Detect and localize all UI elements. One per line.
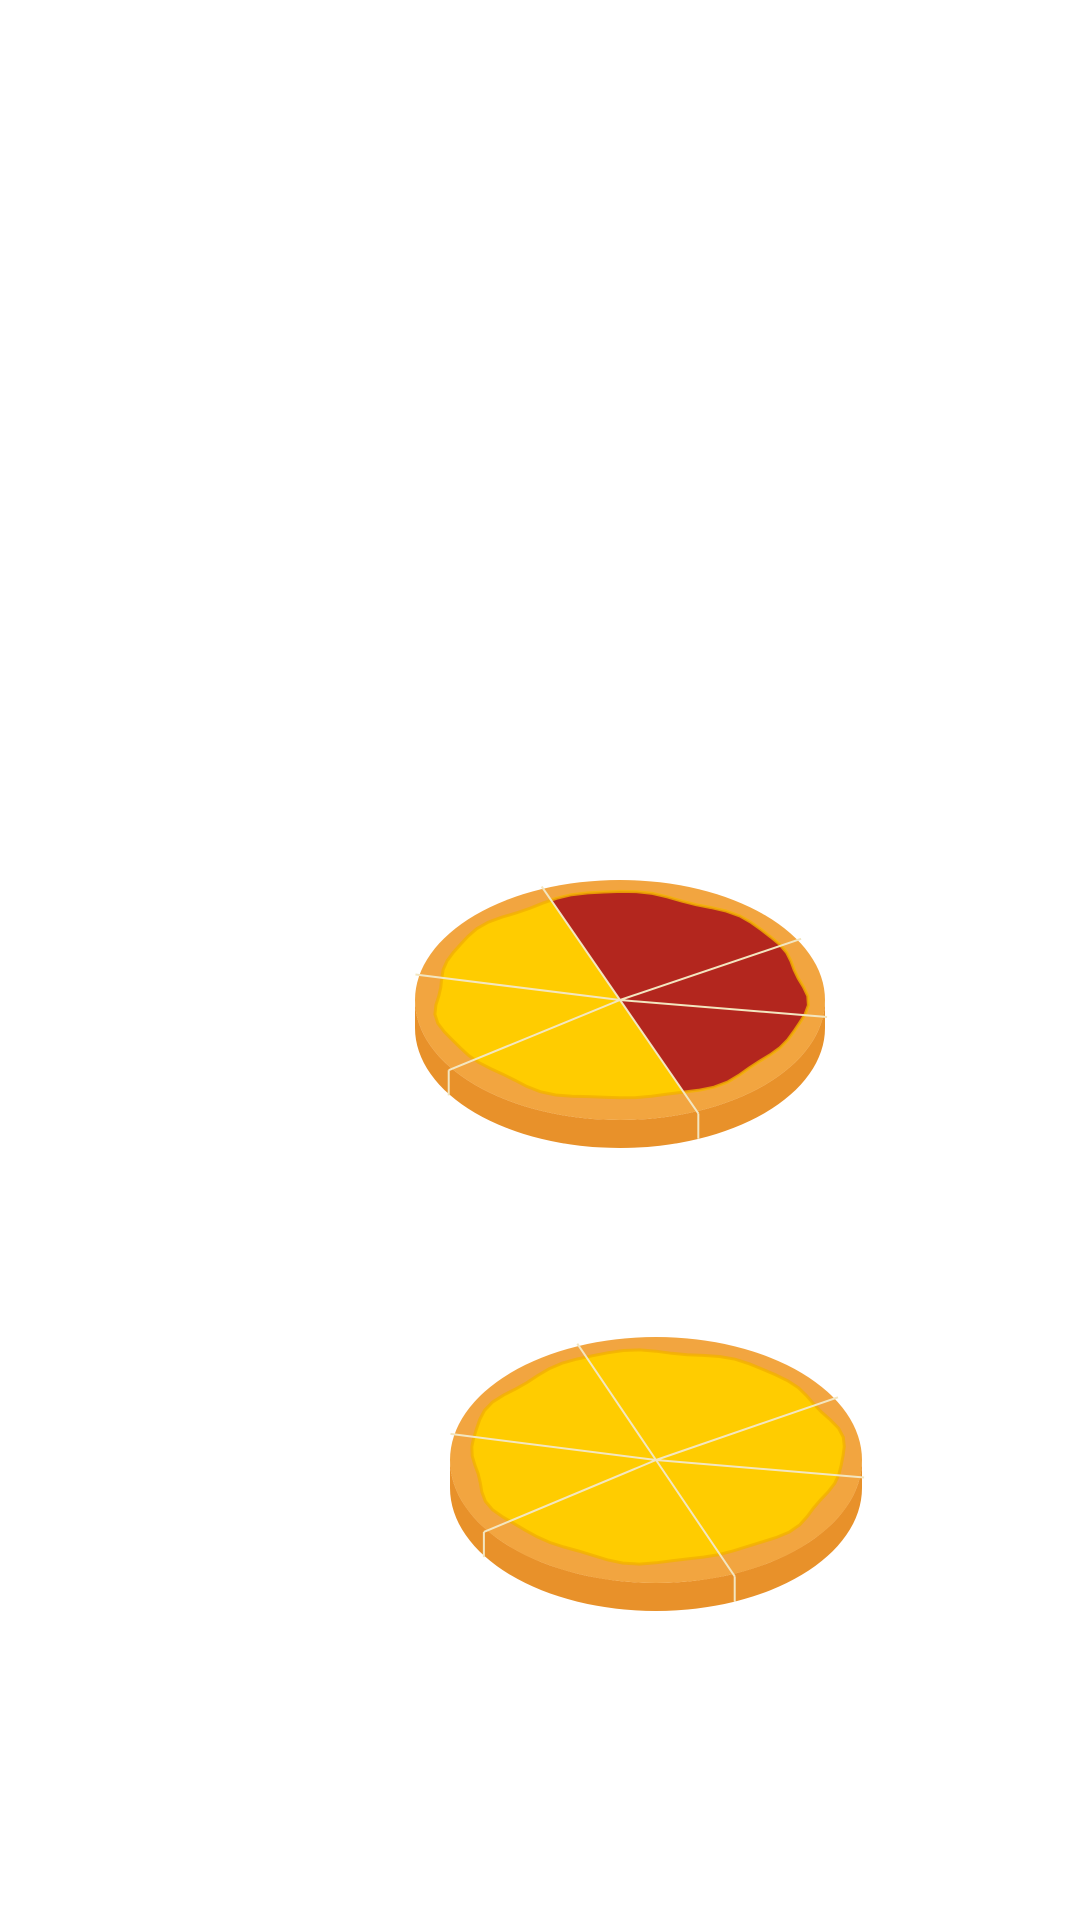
slice-cut-line (619, 937, 802, 1001)
pizza-slice-cheese[interactable] (359, 855, 620, 1000)
crust-side (415, 1000, 825, 1148)
slice-cut-line (655, 1459, 736, 1577)
slice-cut-line (448, 999, 621, 1072)
pizza-all-cheese[interactable] (394, 1309, 922, 1614)
pizza-slice-sauce[interactable] (520, 852, 851, 1000)
slice-cut-line (415, 973, 621, 1001)
pizza-slice-cheese[interactable] (437, 1460, 757, 1613)
slice-cut-line (655, 1396, 839, 1461)
topping-edge (433, 889, 810, 1100)
slices (394, 1309, 921, 1613)
pizza-slice-cheese[interactable] (555, 1309, 888, 1460)
pizza-slice-cheese[interactable] (394, 1426, 656, 1552)
pizza-slice-cheese[interactable] (359, 967, 620, 1090)
pizza-slice-cheese[interactable] (394, 1312, 656, 1460)
slice-cut-line (483, 1459, 657, 1533)
slice-cut-line (450, 1432, 657, 1461)
pizza-slice-cheese[interactable] (402, 1000, 720, 1150)
pizza-slice-sauce[interactable] (620, 922, 884, 1022)
slice-cut-line (655, 1459, 865, 1479)
slice-cut-line (576, 1343, 657, 1461)
topping-edge (470, 1348, 846, 1566)
slice-cut-line (619, 999, 828, 1019)
slice-cut-line (619, 999, 700, 1115)
slice-cut-line (540, 885, 621, 1001)
crust-side (450, 1460, 862, 1611)
pizza-half-sauce[interactable] (359, 852, 884, 1149)
pizza-slice-cheese[interactable] (656, 1380, 921, 1483)
